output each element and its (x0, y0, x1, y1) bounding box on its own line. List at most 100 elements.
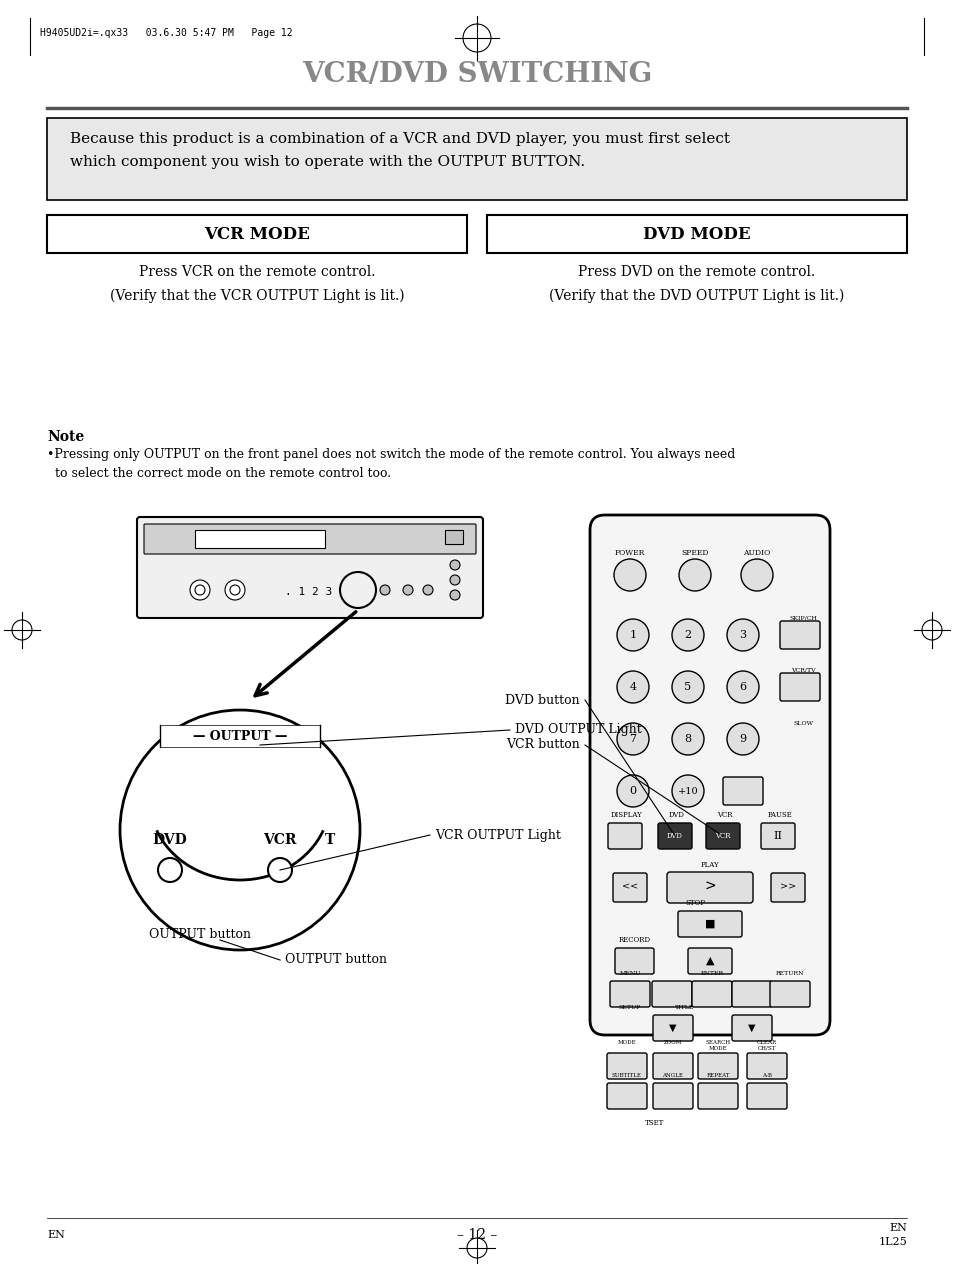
FancyBboxPatch shape (613, 873, 646, 902)
FancyBboxPatch shape (705, 823, 740, 849)
Text: SLOW: SLOW (792, 720, 812, 726)
Text: OUTPUT button: OUTPUT button (149, 929, 251, 942)
Text: TSET: TSET (644, 1119, 664, 1127)
FancyBboxPatch shape (731, 1015, 771, 1042)
Text: Note: Note (47, 430, 84, 444)
FancyBboxPatch shape (144, 525, 476, 554)
FancyBboxPatch shape (652, 1015, 692, 1042)
Text: SETUP: SETUP (618, 1005, 640, 1010)
Circle shape (194, 585, 205, 595)
Text: 5: 5 (683, 683, 691, 691)
Text: DVD OUTPUT Light: DVD OUTPUT Light (515, 723, 641, 737)
Text: VCR MODE: VCR MODE (204, 225, 310, 243)
FancyBboxPatch shape (746, 1083, 786, 1109)
FancyBboxPatch shape (606, 1083, 646, 1109)
Text: ENTER: ENTER (700, 971, 722, 976)
FancyBboxPatch shape (47, 118, 906, 200)
FancyBboxPatch shape (589, 514, 829, 1035)
Circle shape (268, 858, 292, 882)
Text: SKIP/CH: SKIP/CH (788, 616, 816, 621)
Text: DVD: DVD (152, 833, 187, 847)
Text: +10: +10 (677, 786, 698, 795)
Text: VCR: VCR (717, 811, 732, 819)
Text: DVD: DVD (668, 811, 684, 819)
Circle shape (671, 723, 703, 755)
Circle shape (614, 559, 645, 592)
Text: MODE: MODE (617, 1040, 636, 1045)
Circle shape (617, 671, 648, 703)
Text: ▲: ▲ (705, 956, 714, 966)
Text: STOP: STOP (684, 899, 704, 908)
Text: ▼: ▼ (747, 1024, 755, 1033)
FancyBboxPatch shape (698, 1083, 738, 1109)
Text: SUBTITLE: SUBTITLE (612, 1073, 641, 1078)
Circle shape (671, 619, 703, 651)
FancyBboxPatch shape (137, 517, 482, 618)
Text: RETURN: RETURN (775, 971, 803, 976)
FancyBboxPatch shape (698, 1053, 738, 1079)
FancyBboxPatch shape (780, 621, 820, 648)
Text: >: > (703, 880, 715, 894)
Text: REPEAT: REPEAT (705, 1073, 729, 1078)
Text: SPEED: SPEED (680, 549, 708, 557)
Text: DISPLAY: DISPLAY (611, 811, 642, 819)
Text: 6: 6 (739, 683, 746, 691)
Text: A-B: A-B (761, 1073, 771, 1078)
Text: •Pressing only OUTPUT on the front panel does not switch the mode of the remote : •Pressing only OUTPUT on the front panel… (47, 447, 735, 480)
Text: 1: 1 (629, 629, 636, 640)
Text: H9405UD2i=.qx33   03.6.30 5:47 PM   Page 12: H9405UD2i=.qx33 03.6.30 5:47 PM Page 12 (40, 28, 293, 38)
Text: AUDIO: AUDIO (742, 549, 770, 557)
Text: POWER: POWER (614, 549, 644, 557)
FancyBboxPatch shape (691, 981, 731, 1007)
Text: Press DVD on the remote control.
(Verify that the DVD OUTPUT Light is lit.): Press DVD on the remote control. (Verify… (549, 265, 843, 302)
Text: 8: 8 (683, 734, 691, 744)
Circle shape (225, 580, 245, 600)
Text: 0: 0 (629, 786, 636, 796)
FancyBboxPatch shape (687, 948, 731, 975)
Circle shape (671, 775, 703, 806)
FancyBboxPatch shape (666, 872, 752, 902)
FancyBboxPatch shape (731, 981, 771, 1007)
Circle shape (726, 723, 759, 755)
Text: VCR: VCR (715, 832, 730, 841)
Text: – 12 –: – 12 – (456, 1229, 497, 1243)
FancyBboxPatch shape (770, 873, 804, 902)
FancyBboxPatch shape (722, 777, 762, 805)
FancyBboxPatch shape (760, 823, 794, 849)
Text: EN
1L25: EN 1L25 (878, 1224, 906, 1246)
Text: SEARCH
MODE: SEARCH MODE (704, 1040, 730, 1050)
Text: PLAY: PLAY (700, 861, 719, 868)
FancyBboxPatch shape (780, 672, 820, 702)
Text: VCR: VCR (263, 833, 296, 847)
Bar (160, 726, 319, 747)
Circle shape (671, 671, 703, 703)
Text: VCR/DVD SWITCHING: VCR/DVD SWITCHING (301, 61, 652, 88)
Text: ANGLE: ANGLE (661, 1073, 682, 1078)
Text: MENU: MENU (618, 971, 640, 976)
Text: 4: 4 (629, 683, 636, 691)
Text: 3: 3 (739, 629, 746, 640)
Circle shape (402, 585, 413, 595)
Text: 2: 2 (683, 629, 691, 640)
FancyBboxPatch shape (658, 823, 691, 849)
Circle shape (617, 619, 648, 651)
Bar (444, 530, 462, 544)
FancyBboxPatch shape (615, 948, 654, 975)
FancyBboxPatch shape (652, 1053, 692, 1079)
Text: VCR/TV: VCR/TV (790, 667, 815, 672)
Circle shape (450, 590, 459, 600)
Text: Because this product is a combination of a VCR and DVD player, you must first se: Because this product is a combination of… (70, 131, 729, 169)
Circle shape (422, 585, 433, 595)
Circle shape (120, 710, 359, 951)
Bar (47, 215, 467, 253)
FancyBboxPatch shape (651, 981, 691, 1007)
FancyBboxPatch shape (678, 911, 741, 937)
Text: . 1 2 3: . 1 2 3 (285, 586, 332, 597)
Text: DVD: DVD (666, 832, 682, 841)
Text: RECORD: RECORD (618, 937, 650, 944)
Text: <<: << (621, 882, 638, 891)
Circle shape (726, 671, 759, 703)
Circle shape (679, 559, 710, 592)
FancyBboxPatch shape (609, 981, 649, 1007)
Text: PAUSE: PAUSE (767, 811, 792, 819)
